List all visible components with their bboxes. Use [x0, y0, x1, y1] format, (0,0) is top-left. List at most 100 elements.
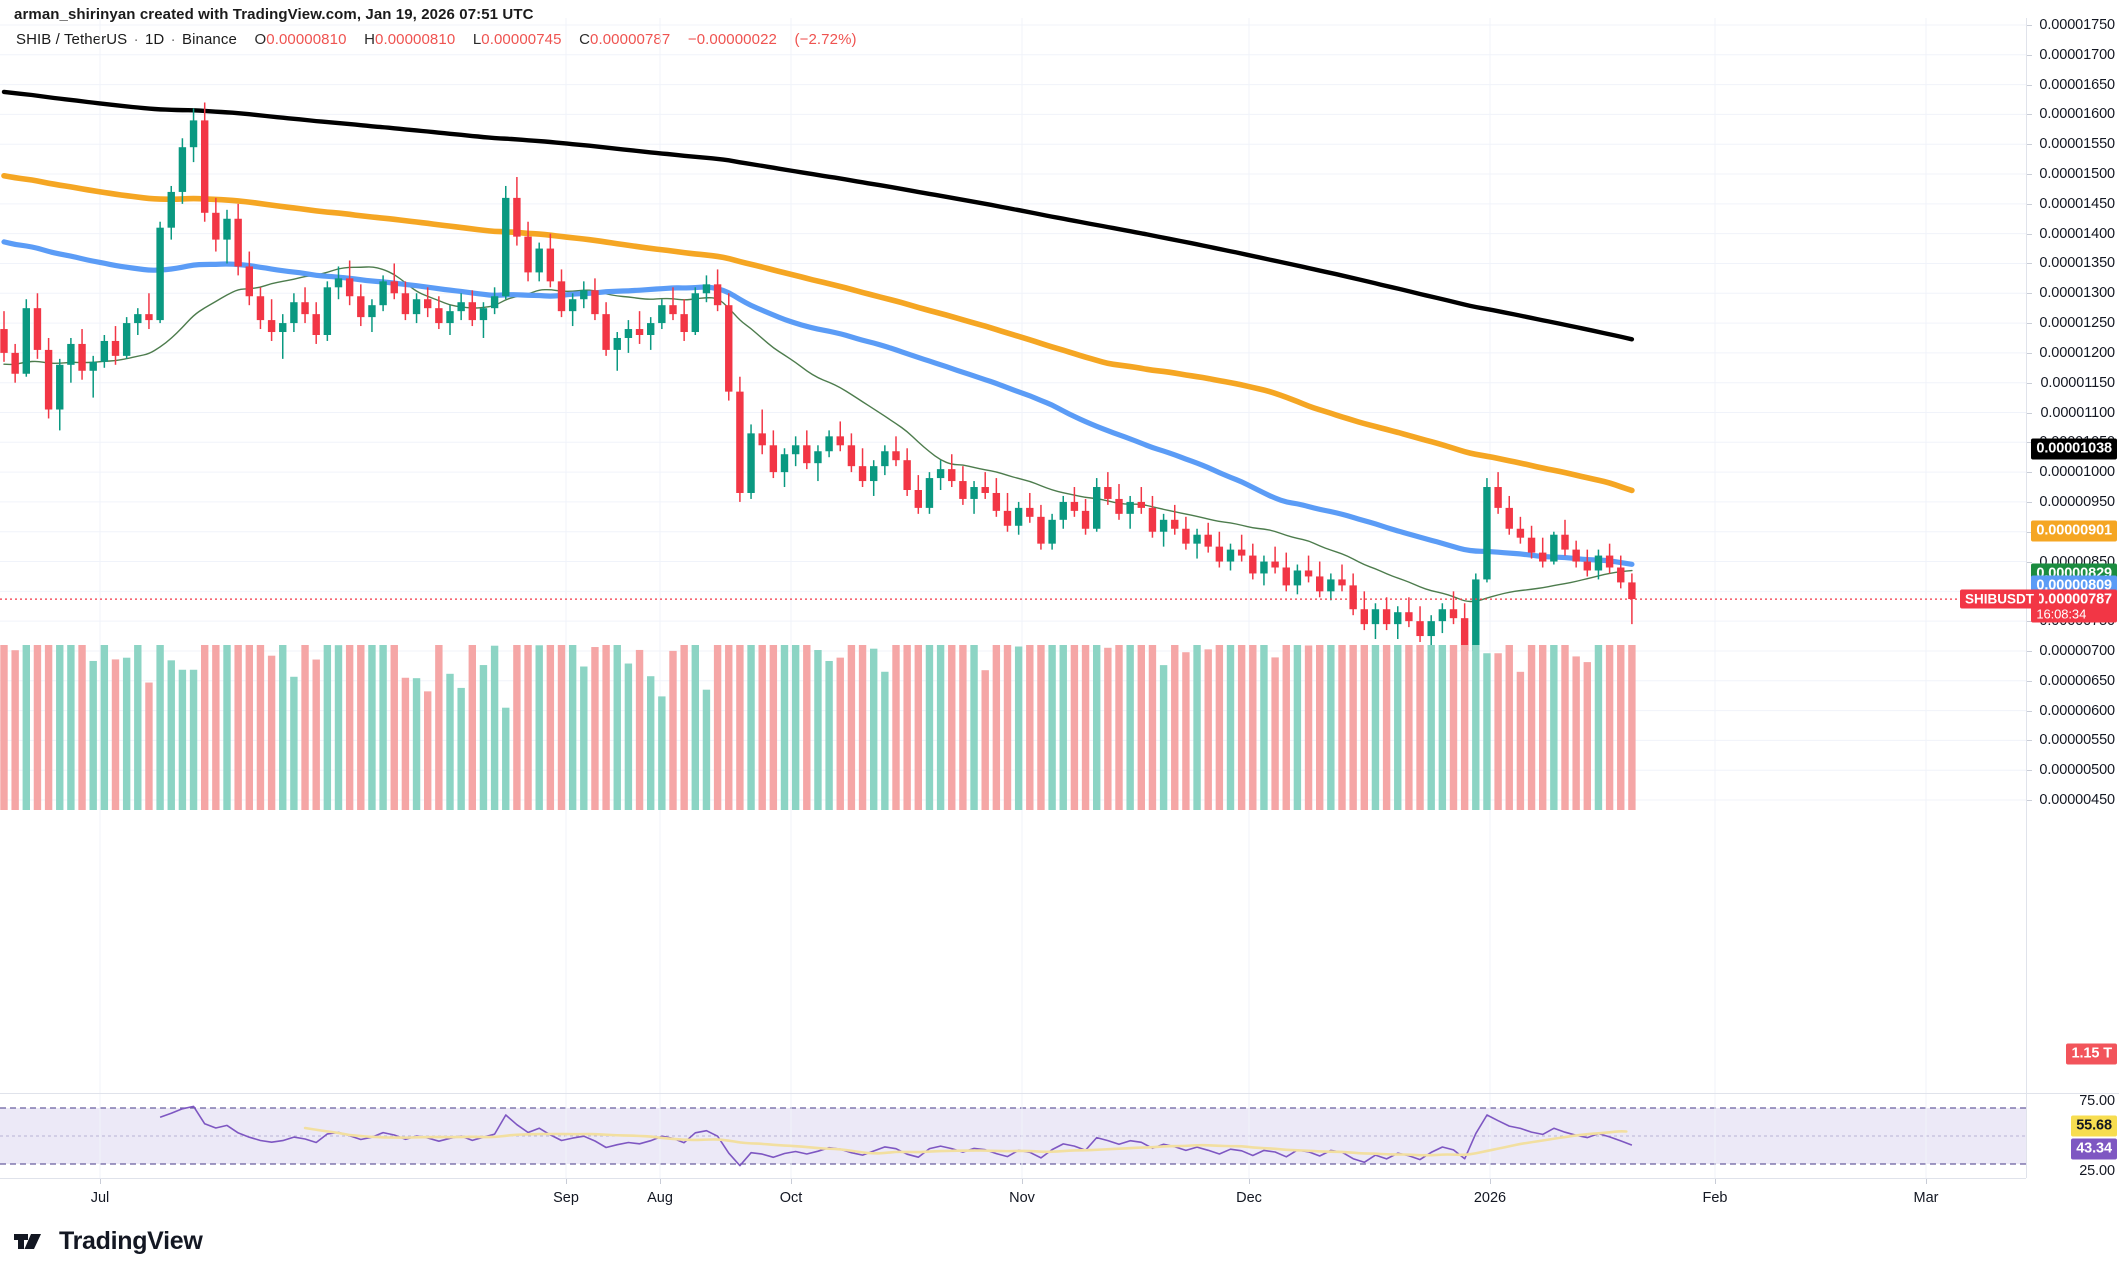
price-axis-label: 0.00001700: [2039, 46, 2115, 63]
chart-legend: SHIB / TetherUS · 1D · Binance O0.000008…: [16, 31, 857, 48]
price-axis-tick: [2027, 203, 2032, 205]
time-axis-tick: [1490, 1179, 1491, 1184]
ohlc-close-key: C: [579, 31, 591, 48]
price-axis-label: 0.00001350: [2039, 255, 2115, 272]
time-axis-tick: [791, 1179, 792, 1184]
price-axis-tick: [2027, 352, 2032, 354]
price-axis-tick: [2027, 144, 2032, 146]
price-axis-label: 0.00001500: [2039, 166, 2115, 183]
price-axis-tick: [2027, 323, 2032, 325]
time-axis-label: Feb: [1702, 1190, 1728, 1206]
badge-last-price-countdown: 16:08:34: [2036, 606, 2087, 622]
tradingview-logo[interactable]: TradingView: [14, 1227, 203, 1256]
price-axis-tick: [2027, 472, 2032, 474]
price-axis-label: 0.00001600: [2039, 106, 2115, 123]
price-axis-tick: [2027, 770, 2032, 772]
price-line-tag: SHIBUSDT: [1960, 589, 2040, 609]
ohlc-open-key: O: [254, 31, 267, 48]
price-axis-tick: [2027, 561, 2032, 563]
time-axis-tick: [660, 1179, 661, 1184]
time-axis-label: Oct: [779, 1190, 803, 1206]
price-axis-tick: [2027, 442, 2032, 444]
ohlc-low-value: 0.00000745: [481, 31, 562, 48]
time-axis-label: Aug: [647, 1190, 673, 1206]
price-axis-label: 0.00001100: [2040, 404, 2115, 421]
badge-last-price: 0.00000787 16:08:34: [2031, 589, 2117, 623]
ohlc-change: −0.00000022: [687, 31, 777, 48]
time-axis-label: Nov: [1009, 1190, 1035, 1206]
price-chart-svg: [0, 18, 2026, 1094]
legend-interval[interactable]: 1D: [144, 31, 165, 48]
price-axis-tick: [2027, 293, 2032, 295]
badge-sma-black: 0.00001038: [2031, 438, 2117, 460]
price-axis-label: 0.00001000: [2039, 464, 2115, 481]
price-axis-label: 0.00000650: [2039, 672, 2115, 689]
ohlc-open-value: 0.00000810: [266, 31, 347, 48]
price-axis-tick: [2027, 84, 2032, 86]
footer: TradingView: [0, 1219, 2119, 1269]
price-axis-tick: [2027, 621, 2032, 623]
badge-rsi-signal: 55.68: [2071, 1115, 2117, 1137]
price-pane[interactable]: [0, 18, 2026, 1094]
price-axis-tick: [2027, 54, 2032, 56]
price-axis-tick: [2027, 25, 2032, 26]
attribution-text: arman_shirinyan created with TradingView…: [14, 6, 534, 23]
rsi-axis-label: 75.00: [2079, 1093, 2115, 1109]
time-axis-label: Jul: [90, 1190, 110, 1206]
badge-sma-orange: 0.00000901: [2031, 520, 2117, 542]
time-axis-label: Mar: [1913, 1190, 1939, 1206]
axis-pane-divider: [2027, 1093, 2119, 1094]
time-axis-label: Dec: [1236, 1190, 1262, 1206]
price-axis-label: 0.00000600: [2039, 702, 2115, 719]
time-axis-label: Sep: [553, 1190, 579, 1206]
time-axis-tick: [1926, 1179, 1927, 1184]
price-axis-tick: [2027, 680, 2032, 682]
time-axis-tick: [566, 1179, 567, 1184]
time-axis-tick: [1715, 1179, 1716, 1184]
price-axis-tick: [2027, 382, 2032, 384]
price-axis-tick: [2027, 740, 2032, 742]
legend-exchange[interactable]: Binance: [182, 31, 237, 48]
time-axis[interactable]: Jul Aug Sep Oct Nov Dec 2026 Feb Mar: [0, 1178, 2026, 1218]
price-axis-label: 0.00001200: [2039, 344, 2115, 361]
price-axis-label: 0.00000450: [2039, 792, 2115, 808]
price-axis-tick: [2027, 263, 2032, 265]
rsi-axis-label: 25.00: [2079, 1163, 2115, 1179]
price-axis-label: 0.00001300: [2039, 285, 2115, 302]
price-axis-label: 0.00001750: [2039, 17, 2115, 33]
time-axis-tick: [1022, 1179, 1023, 1184]
price-axis[interactable]: 0.00001750 0.00001700 0.00001650 0.00001600…: [2026, 17, 2119, 1179]
time-axis-label: 2026: [1473, 1190, 1507, 1206]
price-axis-tick: [2027, 710, 2032, 712]
price-axis-tick: [2027, 233, 2032, 235]
price-axis-tick: [2027, 650, 2032, 652]
rsi-chart-svg: [0, 1094, 2026, 1178]
rsi-pane[interactable]: [0, 1094, 2026, 1178]
legend-symbol[interactable]: SHIB / TetherUS: [16, 31, 128, 48]
price-axis-label: 0.00000500: [2039, 762, 2115, 779]
price-axis-label: 0.00001650: [2039, 76, 2115, 93]
time-axis-tick: [100, 1179, 101, 1184]
pane-divider: [0, 1093, 2026, 1094]
tradingview-mark-icon: [14, 1234, 41, 1249]
badge-rsi-value: 43.34: [2071, 1138, 2117, 1160]
price-axis-label: 0.00001250: [2039, 315, 2115, 332]
price-axis-label: 0.00001400: [2039, 225, 2115, 242]
legend-sep-2: ·: [170, 31, 176, 48]
price-axis-label: 0.00000950: [2039, 493, 2115, 510]
price-axis-tick: [2027, 531, 2032, 533]
legend-sep-1: ·: [133, 31, 139, 48]
price-axis-label: 0.00000700: [2039, 642, 2115, 659]
price-axis-label: 0.00001550: [2039, 136, 2115, 153]
price-axis-tick: [2027, 114, 2032, 116]
price-axis-tick: [2027, 800, 2032, 801]
price-axis-tick: [2027, 501, 2032, 503]
ohlc-change-pct: (−2.72%): [794, 31, 857, 48]
price-axis-label: 0.00001450: [2039, 195, 2115, 212]
price-axis-label: 0.00001150: [2040, 374, 2115, 391]
price-axis-tick: [2027, 412, 2032, 414]
ohlc-high-key: H: [364, 31, 376, 48]
ohlc-close-value: 0.00000787: [590, 31, 671, 48]
badge-volume: 1.15 T: [2066, 1043, 2117, 1065]
